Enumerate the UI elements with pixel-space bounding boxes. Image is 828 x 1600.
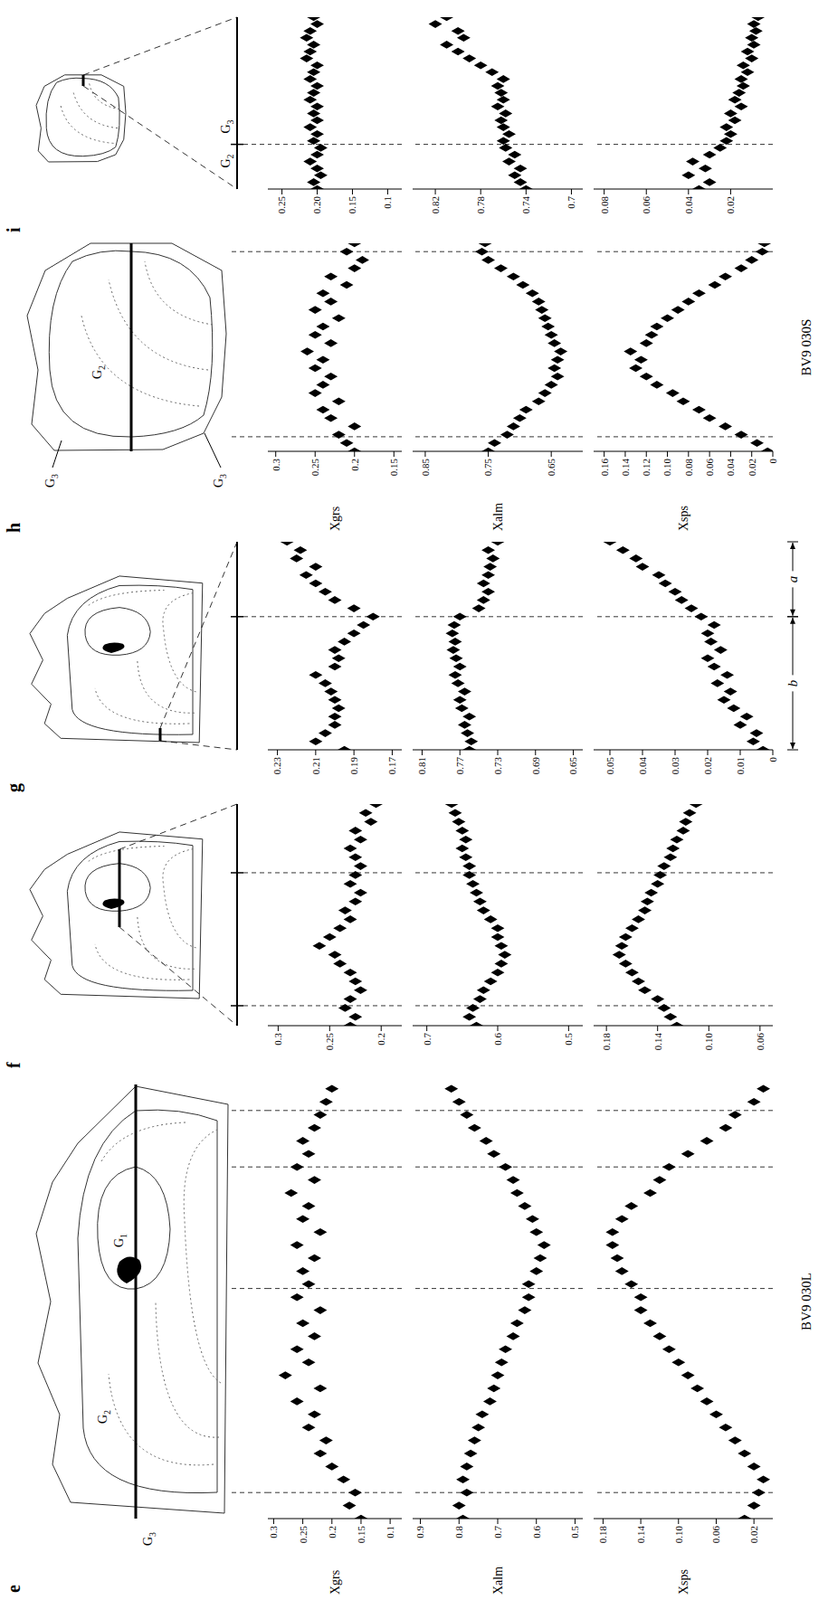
- svg-text:0.17: 0.17: [386, 757, 398, 776]
- svg-text:0.82: 0.82: [429, 196, 441, 214]
- svg-text:0.10: 0.10: [661, 458, 673, 477]
- svg-text:0.18: 0.18: [600, 1033, 612, 1052]
- svg-text:0.6: 0.6: [531, 1526, 543, 1540]
- svg-text:G2: G2: [90, 365, 107, 380]
- svg-text:G3: G3: [211, 474, 229, 488]
- svg-text:0.15: 0.15: [388, 458, 400, 477]
- svg-text:0.3: 0.3: [270, 458, 282, 472]
- svg-text:g: g: [3, 783, 25, 793]
- svg-text:BV9 030L: BV9 030L: [799, 1273, 814, 1332]
- svg-text:Xalm: Xalm: [491, 1567, 505, 1596]
- svg-text:0.14: 0.14: [652, 1033, 664, 1052]
- svg-text:0.2: 0.2: [349, 458, 361, 472]
- svg-text:0.81: 0.81: [416, 757, 428, 775]
- svg-text:0.25: 0.25: [276, 196, 287, 215]
- svg-text:0.04: 0.04: [637, 757, 648, 776]
- svg-text:G2: G2: [95, 1410, 113, 1425]
- svg-text:0.10: 0.10: [703, 1033, 714, 1052]
- svg-text:0.7: 0.7: [492, 1526, 504, 1540]
- svg-text:0.06: 0.06: [704, 458, 715, 477]
- svg-text:0.14: 0.14: [619, 458, 631, 477]
- svg-text:a: a: [785, 576, 800, 584]
- svg-text:0.69: 0.69: [530, 757, 542, 776]
- svg-text:0.21: 0.21: [310, 757, 322, 775]
- svg-text:0.18: 0.18: [597, 1526, 609, 1545]
- svg-text:0.78: 0.78: [475, 196, 486, 215]
- svg-text:0.02: 0.02: [748, 1526, 760, 1544]
- svg-text:0.06: 0.06: [710, 1526, 722, 1545]
- svg-text:0.5: 0.5: [569, 1526, 581, 1540]
- svg-text:Xalm: Xalm: [491, 503, 505, 532]
- svg-text:0.12: 0.12: [640, 458, 652, 476]
- svg-text:0.25: 0.25: [309, 458, 321, 477]
- svg-text:0.02: 0.02: [746, 458, 758, 476]
- svg-text:0.9: 0.9: [414, 1526, 426, 1540]
- svg-text:0.25: 0.25: [323, 1033, 335, 1052]
- svg-text:G3: G3: [141, 1532, 158, 1547]
- svg-text:0.65: 0.65: [567, 757, 579, 776]
- svg-text:0.7: 0.7: [565, 196, 577, 210]
- svg-text:e: e: [3, 1585, 24, 1594]
- svg-text:BV9 030S: BV9 030S: [799, 319, 814, 377]
- svg-text:0.6: 0.6: [492, 1033, 504, 1047]
- svg-text:0.85: 0.85: [419, 458, 431, 477]
- svg-text:G3: G3: [218, 119, 236, 134]
- svg-text:0.73: 0.73: [492, 757, 504, 776]
- svg-text:0.04: 0.04: [724, 458, 736, 477]
- svg-text:f: f: [3, 1062, 24, 1069]
- svg-text:b: b: [785, 679, 800, 687]
- svg-text:0.25: 0.25: [297, 1526, 309, 1545]
- svg-text:0: 0: [767, 757, 779, 763]
- svg-text:h: h: [3, 523, 24, 533]
- svg-text:0.15: 0.15: [355, 1526, 367, 1545]
- svg-text:0.08: 0.08: [683, 458, 695, 477]
- svg-text:Xsps: Xsps: [676, 1570, 691, 1596]
- svg-text:0.19: 0.19: [348, 757, 360, 776]
- svg-text:0.06: 0.06: [754, 1033, 766, 1052]
- svg-text:0.1: 0.1: [384, 1526, 396, 1540]
- svg-text:0.2: 0.2: [375, 1033, 387, 1047]
- svg-text:0.02: 0.02: [702, 757, 714, 775]
- svg-text:i: i: [3, 227, 24, 233]
- svg-text:0.08: 0.08: [599, 196, 610, 215]
- svg-text:0.03: 0.03: [669, 757, 681, 776]
- svg-text:0.04: 0.04: [683, 196, 695, 215]
- svg-text:0.20: 0.20: [311, 196, 323, 215]
- svg-text:G3: G3: [43, 474, 60, 488]
- svg-text:0.3: 0.3: [267, 1526, 279, 1540]
- svg-text:0.15: 0.15: [346, 196, 358, 215]
- svg-text:G1: G1: [112, 1234, 129, 1248]
- svg-text:0.75: 0.75: [482, 458, 494, 477]
- svg-text:0.65: 0.65: [545, 458, 557, 477]
- svg-text:Xgrs: Xgrs: [328, 506, 343, 532]
- svg-text:0.02: 0.02: [724, 196, 736, 214]
- svg-text:0.8: 0.8: [453, 1526, 465, 1540]
- svg-text:0.77: 0.77: [454, 757, 466, 776]
- svg-text:0.2: 0.2: [326, 1526, 338, 1540]
- svg-text:G2: G2: [218, 153, 236, 168]
- svg-text:0.05: 0.05: [604, 757, 616, 776]
- svg-text:0.06: 0.06: [640, 196, 652, 215]
- svg-text:0.5: 0.5: [562, 1033, 574, 1047]
- svg-text:0.01: 0.01: [734, 757, 746, 775]
- svg-text:0.1: 0.1: [381, 196, 393, 210]
- svg-text:0.16: 0.16: [599, 458, 610, 477]
- svg-text:0.23: 0.23: [271, 757, 283, 776]
- svg-text:0.74: 0.74: [520, 196, 532, 215]
- svg-text:0: 0: [767, 458, 779, 465]
- svg-text:Xsps: Xsps: [676, 505, 691, 532]
- svg-text:0.10: 0.10: [673, 1526, 685, 1545]
- svg-text:0.3: 0.3: [272, 1033, 284, 1047]
- svg-text:0.14: 0.14: [635, 1526, 647, 1545]
- svg-text:0.7: 0.7: [421, 1033, 433, 1047]
- svg-text:Xgrs: Xgrs: [328, 1570, 343, 1596]
